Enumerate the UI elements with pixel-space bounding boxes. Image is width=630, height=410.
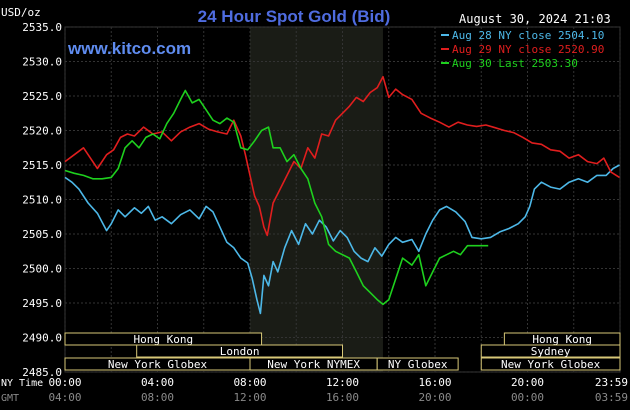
y-tick-label: 2510.0 (22, 194, 62, 207)
nymex-session-band (250, 27, 383, 372)
x-tick-label: 08:00 (141, 391, 174, 404)
x-axis-row-label: NY Time (1, 378, 43, 389)
x-tick-label: 08:00 (233, 376, 266, 389)
session-label: Hong Kong (532, 333, 592, 346)
session-box (480, 357, 621, 371)
y-tick-label: 2495.0 (22, 297, 62, 310)
y-tick-label: 2485.0 (22, 366, 62, 379)
y-tick-label: 2525.0 (22, 90, 62, 103)
y-tick-label: 2515.0 (22, 159, 62, 172)
x-tick-label: 16:00 (418, 376, 451, 389)
website-watermark: www.kitco.com (67, 39, 191, 58)
x-tick-label: 12:00 (326, 376, 359, 389)
legend-entry: Aug 28 NY close 2504.10 (452, 29, 604, 42)
legend-entry: Aug 30 Last 2503.30 (452, 57, 578, 70)
session-label: NY Globex (388, 358, 448, 371)
y-axis-label: USD/oz (1, 6, 41, 19)
x-tick-label: 00:00 (48, 376, 81, 389)
x-tick-label: 00:00 (511, 391, 544, 404)
session-label: New York Globex (108, 358, 208, 371)
y-tick-label: 2505.0 (22, 228, 62, 241)
session-label: London (220, 345, 260, 358)
y-tick-label: 2530.0 (22, 56, 62, 69)
session-label: New York Globex (501, 358, 601, 371)
session-label: New York NYMEX (267, 358, 360, 371)
session-box (376, 357, 459, 371)
session-label: Sydney (531, 345, 571, 358)
chart-title: 24 Hour Spot Gold (Bid) (198, 7, 391, 26)
y-tick-label: 2490.0 (22, 332, 62, 345)
legend-entry: Aug 29 NY close 2520.90 (452, 43, 604, 56)
session-label: Hong Kong (133, 333, 193, 346)
x-axis-row-label: GMT (1, 393, 19, 404)
x-tick-label: 20:00 (418, 391, 451, 404)
x-tick-label: 12:00 (233, 391, 266, 404)
session-box (480, 344, 621, 358)
x-tick-label: 04:00 (141, 376, 174, 389)
chart-datetime: August 30, 2024 21:03 (459, 12, 611, 26)
series-line (64, 164, 620, 315)
x-tick-label: 03:59 (595, 391, 628, 404)
x-tick-label: 20:00 (511, 376, 544, 389)
x-tick-label: 16:00 (326, 391, 359, 404)
y-tick-label: 2500.0 (22, 263, 62, 276)
x-tick-label: 04:00 (48, 391, 81, 404)
series-line (64, 89, 489, 306)
x-tick-label: 23:59 (595, 376, 628, 389)
session-box (136, 344, 343, 358)
series-line (64, 75, 620, 237)
y-tick-label: 2520.0 (22, 125, 62, 138)
y-tick-label: 2535.0 (22, 21, 62, 34)
